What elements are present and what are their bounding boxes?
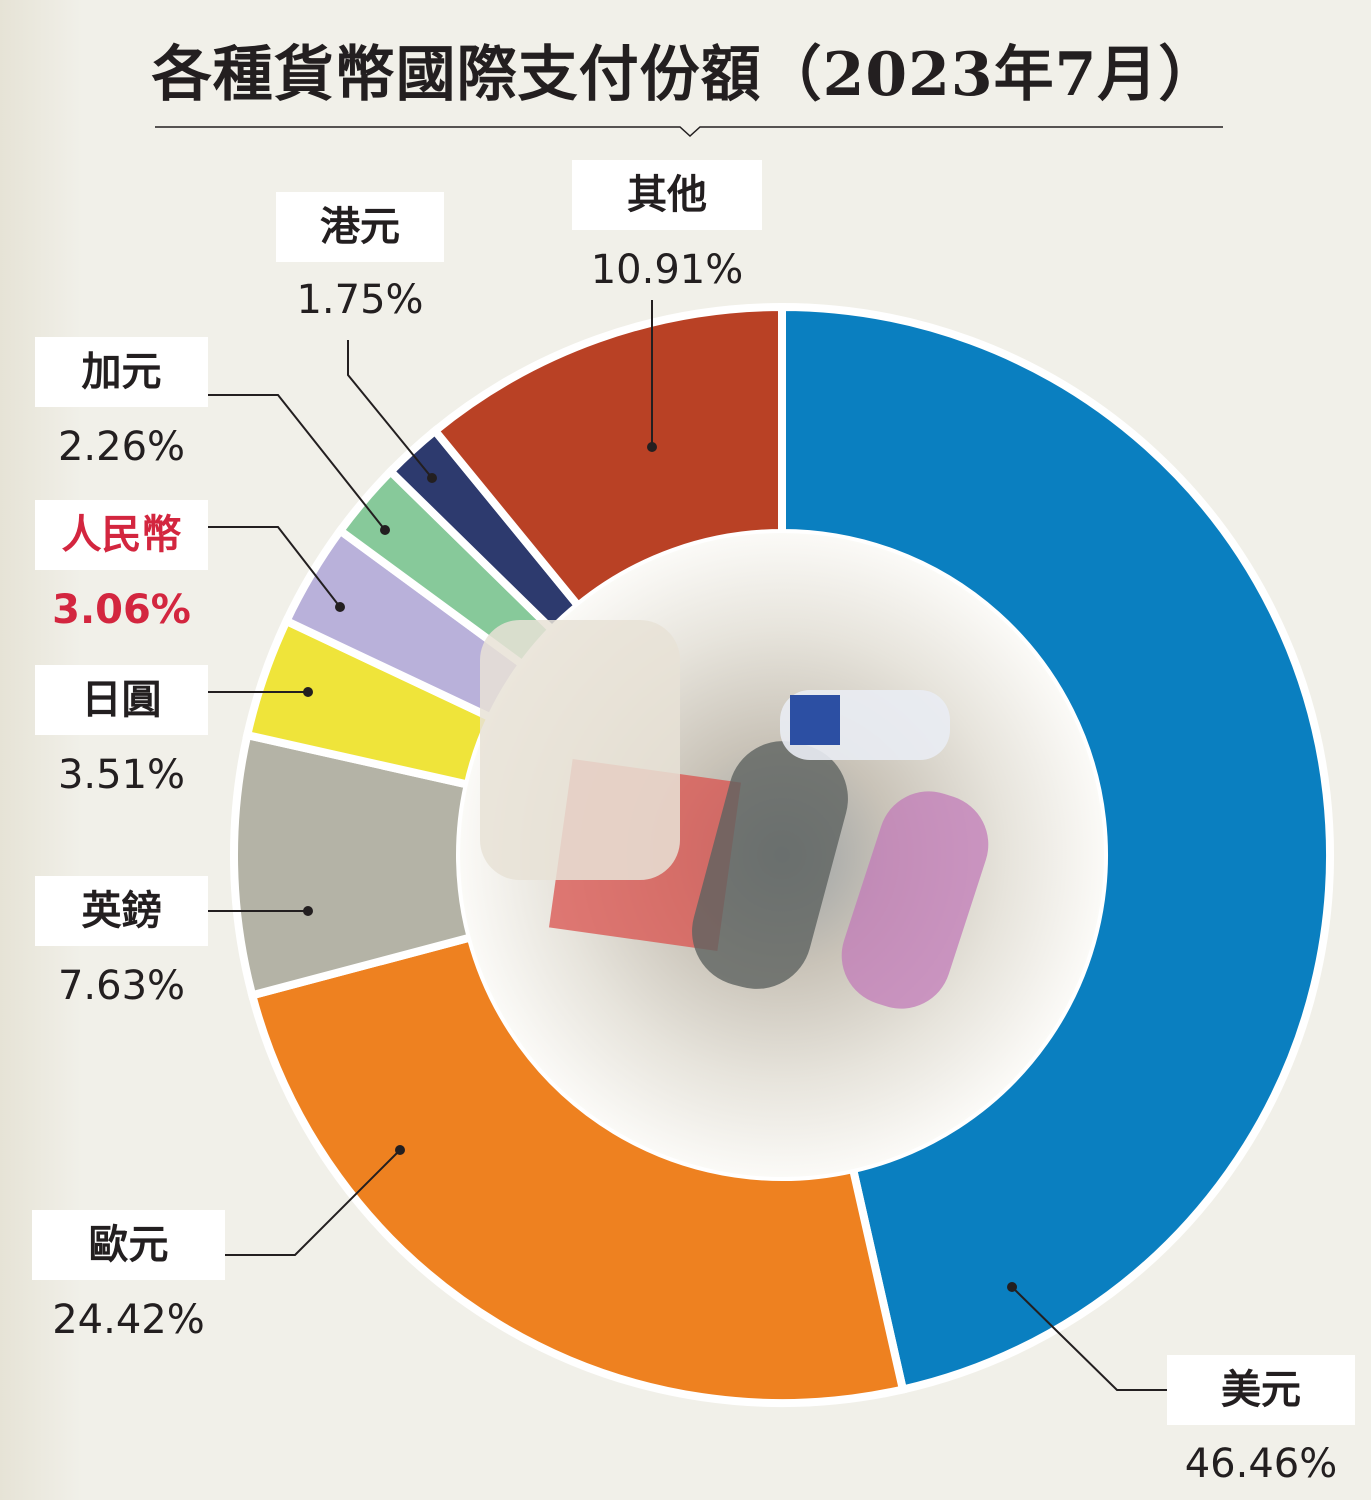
leader-lines [208,300,1167,1391]
value-usd: 46.46% [1184,1441,1338,1487]
banknote-hkd [841,791,989,1009]
value-jpy: 3.51% [57,752,186,798]
value-other: 10.91% [590,247,744,293]
label-hkd: 港元 [276,192,444,262]
value-eur: 24.42% [52,1297,205,1343]
center-photo [460,533,1104,1177]
label-eur: 歐元 [32,1210,225,1280]
label-cad: 加元 [35,337,208,407]
value-rmb: 3.06% [52,587,191,633]
label-gbp: 英鎊 [35,876,208,946]
leader-dots [303,442,1017,1292]
title-underline [155,126,1223,138]
chart-title: 各種貨幣國際支付份額（2023年7月） [151,40,1220,110]
label-usd: 美元 [1167,1355,1355,1425]
value-cad: 2.26% [57,424,186,470]
label-jpy: 日圓 [35,665,208,735]
banknote-gbp [480,620,680,880]
banknote-usd [692,741,848,989]
label-rmb: 人民幣 [35,500,208,570]
value-hkd: 1.75% [296,277,424,323]
slice-1 [247,932,908,1407]
value-gbp: 7.63% [57,963,186,1009]
label-other: 其他 [572,160,762,230]
eu-flag [790,695,840,745]
